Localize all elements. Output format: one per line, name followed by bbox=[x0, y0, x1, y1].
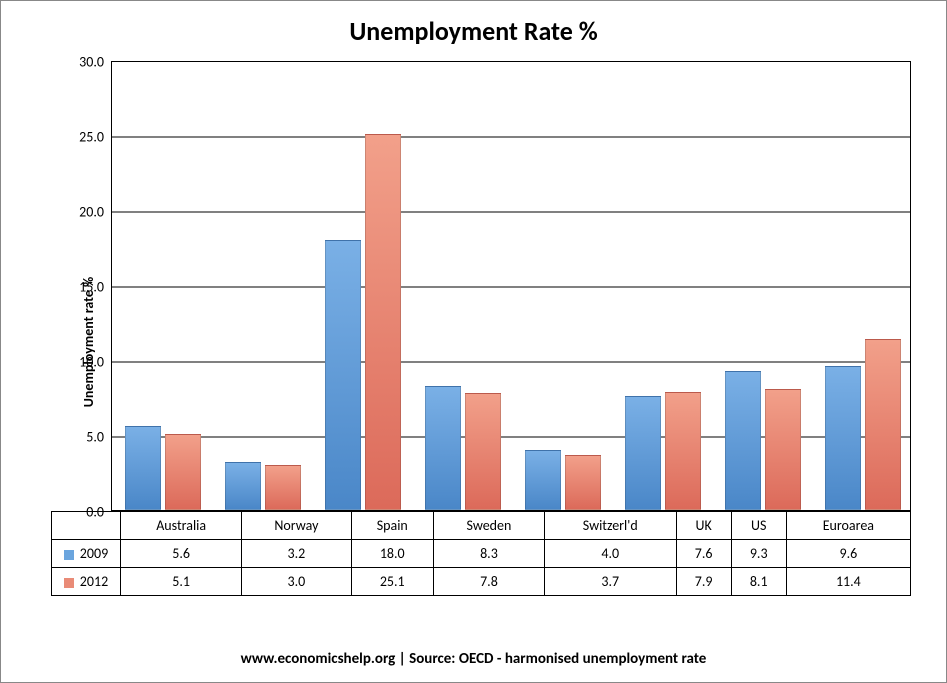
y-axis-label: Unemployment rate % bbox=[80, 276, 97, 407]
bar bbox=[125, 426, 161, 510]
table-value-cell: 25.1 bbox=[351, 568, 434, 596]
bar bbox=[765, 389, 801, 511]
table-value-cell: 3.0 bbox=[242, 568, 351, 596]
table-value-cell: 5.1 bbox=[121, 568, 242, 596]
y-tick-label: 25.0 bbox=[54, 129, 104, 146]
table-value-cell: 8.3 bbox=[434, 540, 545, 568]
category-group bbox=[612, 62, 713, 510]
y-tick-label: 5.0 bbox=[54, 429, 104, 446]
bar bbox=[365, 134, 401, 511]
y-tick-label: 20.0 bbox=[54, 204, 104, 221]
table-category-header: Switzerl'd bbox=[544, 512, 676, 540]
legend-swatch bbox=[64, 578, 74, 588]
table-category-header: Spain bbox=[351, 512, 434, 540]
bar bbox=[625, 396, 661, 510]
plot-area: 0.05.010.015.020.025.030.0 bbox=[111, 61, 911, 511]
table-value-cell: 9.3 bbox=[731, 540, 786, 568]
category-group bbox=[412, 62, 513, 510]
category-group bbox=[512, 62, 613, 510]
bar bbox=[825, 366, 861, 510]
table-value-cell: 8.1 bbox=[731, 568, 786, 596]
table-category-header: Norway bbox=[242, 512, 351, 540]
table-value-cell: 7.6 bbox=[676, 540, 731, 568]
table-category-header: Sweden bbox=[434, 512, 545, 540]
y-tick-label: 10.0 bbox=[54, 354, 104, 371]
category-group bbox=[212, 62, 313, 510]
chart-frame: Unemployment Rate % Unemployment rate % … bbox=[0, 0, 947, 683]
table-corner bbox=[52, 512, 121, 540]
bar bbox=[865, 339, 901, 510]
bars-layer bbox=[112, 62, 910, 510]
y-tick-label: 30.0 bbox=[54, 54, 104, 71]
table-value-cell: 18.0 bbox=[351, 540, 434, 568]
bar bbox=[425, 386, 461, 511]
bar bbox=[725, 371, 761, 511]
bar bbox=[325, 240, 361, 510]
legend-cell: 2012 bbox=[52, 568, 121, 596]
table-value-cell: 3.2 bbox=[242, 540, 351, 568]
bar bbox=[525, 450, 561, 510]
bar bbox=[165, 434, 201, 511]
series-name: 2012 bbox=[80, 573, 108, 590]
table-value-cell: 3.7 bbox=[544, 568, 676, 596]
series-name: 2009 bbox=[80, 545, 108, 562]
table-value-cell: 7.9 bbox=[676, 568, 731, 596]
chart-title: Unemployment Rate % bbox=[1, 15, 946, 47]
category-group bbox=[312, 62, 413, 510]
table-category-header: Australia bbox=[121, 512, 242, 540]
table-value-cell: 7.8 bbox=[434, 568, 545, 596]
table-value-cell: 11.4 bbox=[786, 568, 910, 596]
category-group bbox=[712, 62, 813, 510]
bar bbox=[565, 455, 601, 511]
bar bbox=[265, 465, 301, 510]
bar bbox=[225, 462, 261, 510]
bar bbox=[665, 392, 701, 511]
category-group bbox=[812, 62, 913, 510]
table-category-header: US bbox=[731, 512, 786, 540]
category-group bbox=[112, 62, 213, 510]
table-value-cell: 5.6 bbox=[121, 540, 242, 568]
bar bbox=[465, 393, 501, 510]
data-table: AustraliaNorwaySpainSwedenSwitzerl'dUKUS… bbox=[51, 511, 911, 596]
table-value-cell: 9.6 bbox=[786, 540, 910, 568]
table-category-header: UK bbox=[676, 512, 731, 540]
source-line: www.economicshelp.org | Source: OECD - h… bbox=[1, 650, 946, 668]
legend-swatch bbox=[64, 550, 74, 560]
legend-cell: 2009 bbox=[52, 540, 121, 568]
y-tick-label: 15.0 bbox=[54, 279, 104, 296]
table-category-header: Euroarea bbox=[786, 512, 910, 540]
table-value-cell: 4.0 bbox=[544, 540, 676, 568]
